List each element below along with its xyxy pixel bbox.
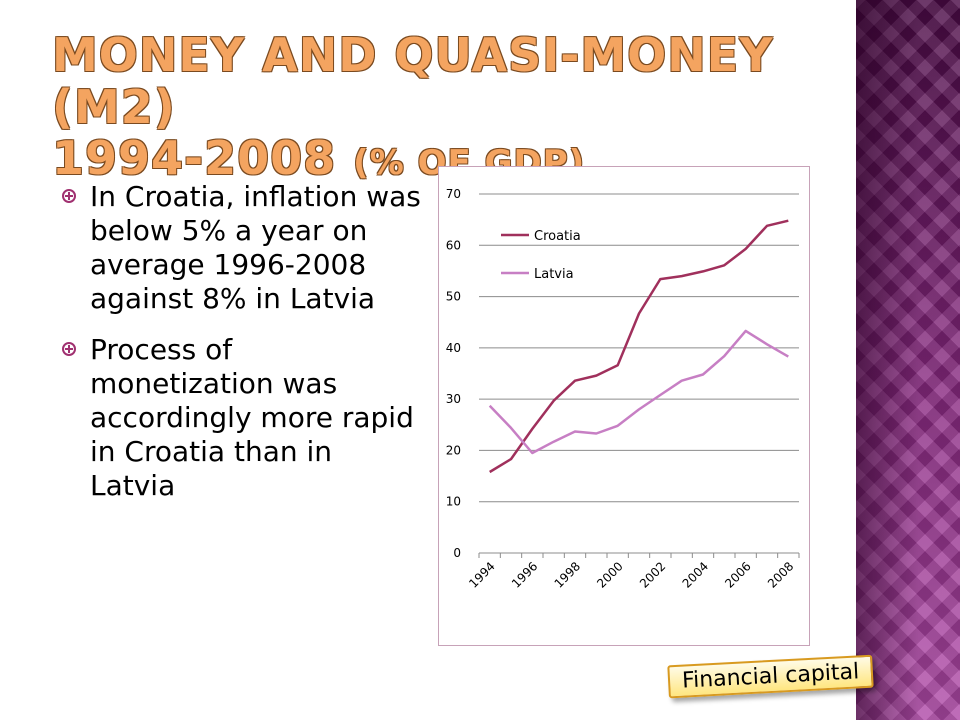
bullet-item: In Croatia, inflation was below 5% a yea…	[62, 180, 422, 317]
y-tick-label: 60	[446, 238, 461, 252]
title-line-1: Money and Quasi-money (M2)	[52, 28, 774, 134]
y-tick-label: 20	[446, 443, 461, 457]
y-tick-label: 0	[453, 546, 461, 560]
series-line-latvia	[488, 329, 789, 455]
slide-title: Money and Quasi-money (M2) 1994-2008 (% …	[52, 28, 852, 186]
decorative-side-band	[856, 0, 960, 720]
series-line-croatia	[489, 219, 789, 474]
title-years: 1994-2008	[52, 131, 337, 186]
chart-container: 0 10 20 30 40 50 60 70 1994 1996 1998 2000 2002 2004 2…	[438, 166, 810, 646]
bullet-icon	[62, 341, 76, 356]
bullet-item: Process of monetization was accordingly …	[62, 333, 422, 504]
legend-label: Latvia	[534, 267, 574, 282]
bullet-list: In Croatia, inflation was below 5% a yea…	[62, 180, 422, 519]
y-tick-label: 70	[446, 187, 461, 201]
legend-label: Croatia	[534, 229, 581, 244]
y-tick-label: 50	[446, 290, 461, 304]
x-tick-label: 1998	[552, 559, 583, 590]
x-tick-label: 2008	[765, 559, 796, 590]
y-tick-label: 10	[446, 495, 461, 509]
section-badge: Financial capital	[667, 654, 874, 699]
x-tick-label: 2006	[722, 559, 753, 590]
x-tick-label: 1996	[509, 559, 540, 590]
y-tick-label: 30	[446, 392, 461, 406]
line-chart: 0 10 20 30 40 50 60 70 1994 1996 1998 2000 2002 2004 2…	[446, 187, 800, 591]
title-line-2: 1994-2008 (% of GDP)	[52, 131, 852, 186]
x-tick-label: 1994	[466, 559, 497, 590]
bullet-icon	[62, 189, 76, 203]
bullet-text: Process of monetization was accordingly …	[90, 332, 414, 503]
x-tick-label: 2004	[680, 559, 711, 590]
x-tick-label: 2002	[637, 559, 668, 590]
bullet-text: In Croatia, inflation was below 5% a yea…	[90, 180, 421, 316]
y-tick-label: 40	[446, 341, 461, 355]
x-tick-label: 2000	[594, 559, 625, 590]
